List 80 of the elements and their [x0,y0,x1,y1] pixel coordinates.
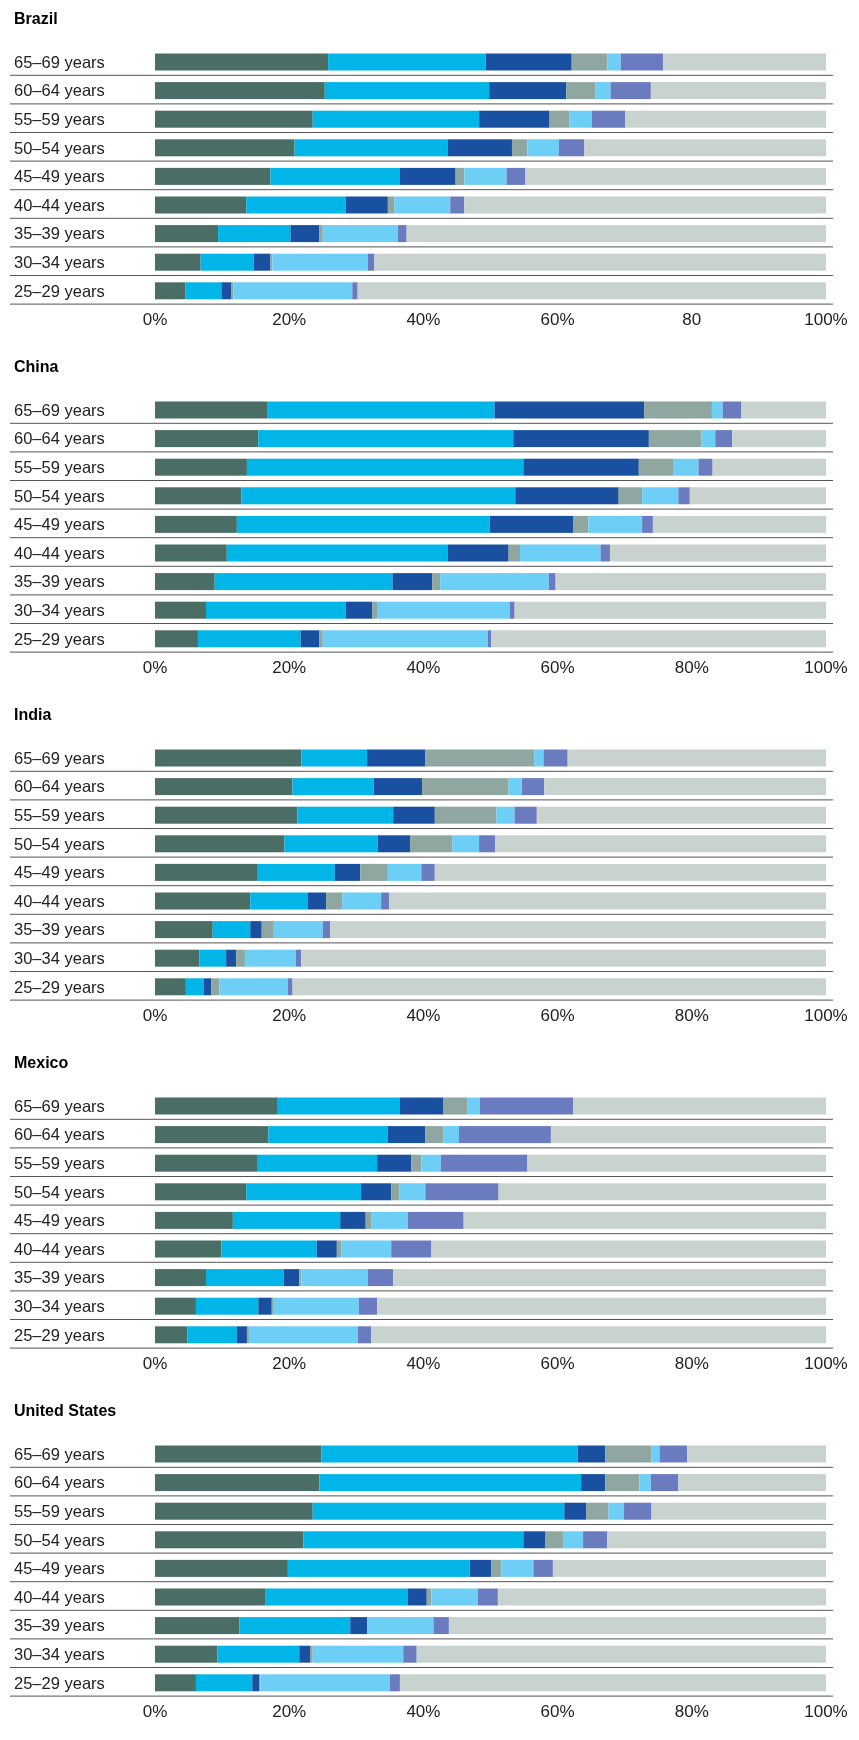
x-tick-label: 80% [674,658,709,678]
x-tick-label: 60% [540,658,575,678]
y-tick-label: 60–64 years [14,81,105,100]
y-tick-label: 50–54 years [14,1530,105,1549]
y-tick-label: 25–29 years [14,1325,105,1344]
x-tick-label: 80 [682,310,702,330]
y-tick-label: 35–39 years [14,1616,105,1635]
y-tick-label: 45–49 years [14,863,105,882]
y-tick-label: 40–44 years [14,1587,105,1606]
y-tick-label: 55–59 years [14,457,105,476]
x-tick-label: 80% [674,1354,709,1374]
x-tick-label: 40% [406,1006,441,1026]
x-tick-label: 100% [804,1006,848,1026]
y-tick-label: 55–59 years [14,1501,105,1520]
y-tick-label: 45–49 years [14,167,105,186]
y-tick-label: 50–54 years [14,486,105,505]
y-tick-label: 45–49 years [14,515,105,534]
y-tick-label: 50–54 years [14,138,105,157]
x-tick-label: 60% [540,1354,575,1374]
x-tick-label: 20% [272,1702,307,1722]
x-tick-label: 20% [272,1354,307,1374]
y-tick-label: 35–39 years [14,1268,105,1287]
chart-title: China [14,358,59,375]
x-tick-label: 100% [804,310,848,330]
x-tick-label: 0% [142,658,168,678]
y-tick-label: 40–44 years [14,543,105,562]
y-tick-label: 35–39 years [14,572,105,591]
y-tick-label: 45–49 years [14,1211,105,1230]
y-tick-label: 30–34 years [14,252,105,271]
x-tick-label: 100% [804,1702,848,1722]
x-tick-label: 0% [142,1006,168,1026]
x-tick-label: 0% [142,1702,168,1722]
x-tick-label: 40% [406,1354,441,1374]
y-tick-label: 60–64 years [14,429,105,448]
chart-title: United States [14,1402,117,1419]
chart-title: Mexico [14,1054,69,1071]
x-tick-label: 0% [142,1354,168,1374]
x-tick-label: 40% [406,1702,441,1722]
y-tick-label: 65–69 years [14,1096,105,1115]
x-tick-label: 60% [540,310,575,330]
y-tick-label: 55–59 years [14,1153,105,1172]
y-tick-label: 65–69 years [14,52,105,71]
y-tick-label: 50–54 years [14,834,105,853]
x-tick-label: 20% [272,1006,307,1026]
y-tick-label: 65–69 years [14,400,105,419]
y-tick-label: 25–29 years [14,629,105,648]
y-tick-label: 40–44 years [14,195,105,214]
chart-title: India [14,706,52,723]
y-tick-label: 30–34 years [14,600,105,619]
x-tick-label: 60% [540,1006,575,1026]
y-tick-label: 65–69 years [14,748,105,767]
y-tick-label: 25–29 years [14,977,105,996]
x-tick-label: 100% [804,1354,848,1374]
y-tick-label: 40–44 years [14,1239,105,1258]
y-tick-label: 65–69 years [14,1444,105,1463]
y-tick-label: 60–64 years [14,1125,105,1144]
y-tick-label: 30–34 years [14,1644,105,1663]
x-tick-label: 40% [406,658,441,678]
chart-title: Brazil [14,10,58,27]
y-tick-label: 30–34 years [14,1296,105,1315]
x-tick-label: 80% [674,1702,709,1722]
x-tick-label: 0% [142,310,168,330]
x-tick-label: 40% [406,310,441,330]
y-tick-label: 60–64 years [14,777,105,796]
y-tick-label: 55–59 years [14,805,105,824]
y-tick-label: 45–49 years [14,1559,105,1578]
y-tick-label: 40–44 years [14,891,105,910]
y-tick-label: 50–54 years [14,1182,105,1201]
x-tick-label: 60% [540,1702,575,1722]
x-tick-label: 20% [272,658,307,678]
y-tick-label: 55–59 years [14,109,105,128]
x-tick-label: 100% [804,658,848,678]
x-tick-label: 80% [674,1006,709,1026]
y-tick-label: 35–39 years [14,224,105,243]
y-tick-label: 60–64 years [14,1473,105,1492]
x-tick-label: 20% [272,310,307,330]
y-tick-label: 30–34 years [14,948,105,967]
y-tick-label: 25–29 years [14,281,105,300]
y-tick-label: 35–39 years [14,920,105,939]
y-tick-label: 25–29 years [14,1673,105,1692]
